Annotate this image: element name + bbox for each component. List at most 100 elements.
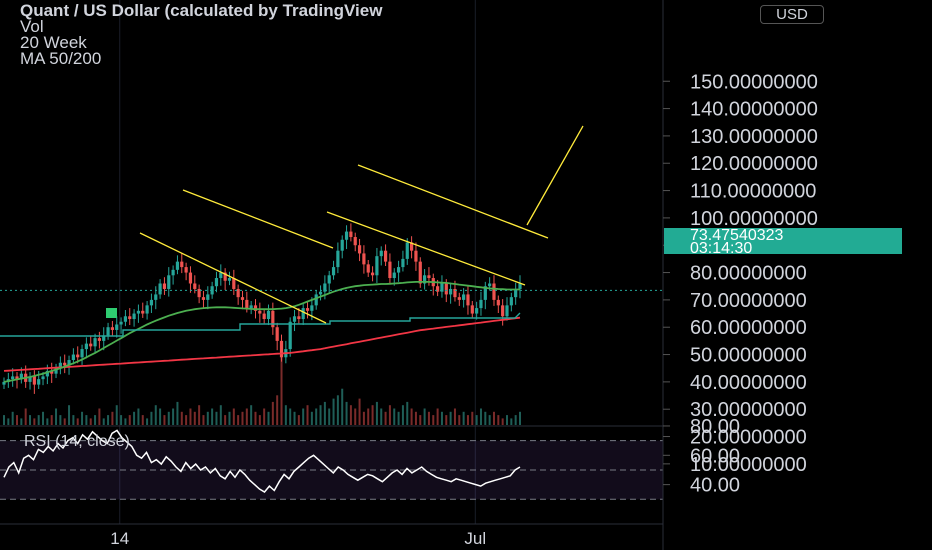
volume-bar [228,411,231,425]
volume-bar [445,415,448,425]
volume-bar [115,405,118,425]
volume-bar [206,411,209,425]
candle-body [292,316,297,322]
volume-bar [198,405,201,425]
y-tick-label: 100.00000000 [690,208,818,230]
volume-bar [519,411,521,425]
ma20-indicator-label[interactable]: 20 Week [20,33,87,52]
candle-body [197,288,201,298]
volume-bar [224,415,227,425]
x-tick-label: Jul [464,529,486,548]
volume-bar [141,415,144,425]
candle-body [436,286,440,292]
candle-body [466,294,470,306]
volume-bar [375,401,378,425]
candle-body [505,305,509,317]
volume-bar [250,405,253,425]
candle-body [28,376,32,382]
candle-body [383,250,388,262]
volume-bar [453,408,456,425]
candle-body [310,305,314,311]
volume-bar [462,411,465,425]
candle-body [449,288,453,295]
candle-body [297,316,301,320]
candle-body [136,310,141,314]
candle-body [366,264,370,273]
candle-body [344,231,349,240]
volume-bar [29,415,32,425]
candle-body [249,305,253,309]
candle-body [392,272,396,279]
volume-bar [319,405,322,425]
volume-bar [501,418,504,425]
y-tick-label: 10.00000000 [690,454,807,476]
currency-button[interactable]: USD [760,5,824,24]
candle-body [340,239,344,251]
candle-body [488,283,492,287]
candle-body [19,373,23,380]
candle-body [253,305,258,311]
volume-bar [232,408,235,425]
volume-bar [358,398,361,425]
candle-body [32,376,36,385]
volume-bar [267,411,270,425]
crossover-marker [106,308,117,318]
candle-body [370,272,375,276]
volume-bar [176,401,179,425]
candle-body [219,272,223,279]
candle-body [71,354,75,361]
rsi-tick-label: 40.00 [690,475,740,497]
volume-bars [3,349,521,425]
volume-bar [293,411,296,425]
volume-bar [393,408,396,425]
volume-bar [237,415,240,425]
candle-body [184,267,188,273]
volume-indicator-label[interactable]: Vol [20,17,44,36]
volume-bar [492,411,495,425]
volume-bar [514,415,517,425]
chart-legend: Quant / US Dollar (calculated by Trading… [20,1,383,68]
candle-body [141,310,145,314]
moving-averages [0,281,521,383]
candle-body [123,316,128,322]
y-tick-label: 120.00000000 [690,153,818,175]
volume-bar [146,418,149,425]
volume-bar [159,408,162,425]
volume-bar [505,415,508,425]
candle-body [50,370,54,374]
candle-body [362,253,366,265]
volume-bar [3,415,5,425]
candle-body [11,376,15,380]
volume-bar [11,411,14,425]
candle-body [76,354,80,358]
candle-body [427,275,431,279]
volume-bar [367,408,370,425]
volume-bar [258,415,261,425]
volume-bar [427,411,430,425]
candle-body [509,297,513,306]
volume-bar [193,411,196,425]
y-tick-label: 60.00000000 [690,317,807,339]
volume-bar [380,408,383,425]
candle-body [396,267,401,273]
candle-body [262,313,266,320]
symbol-title[interactable]: Quant / US Dollar (calculated by Trading… [20,1,383,20]
rsi-pane [0,429,663,500]
candle-body [89,343,93,347]
volume-bar [289,408,292,425]
volume-bar [479,408,482,425]
candle-body [245,299,249,309]
candle-body [453,288,457,298]
volume-bar [449,411,452,425]
candle-body [375,256,379,276]
candle-body [58,362,62,369]
y-tick-label: 80.00000000 [690,263,807,285]
volume-bar [163,415,166,425]
volume-bar [341,388,344,425]
volume-bar [180,411,183,425]
bar-countdown: 03:14:30 [690,240,753,257]
ma50-200-indicator-label[interactable]: MA 50/200 [20,49,102,68]
rsi-label[interactable]: RSI (14, close) [24,433,130,450]
candle-body [41,376,45,380]
